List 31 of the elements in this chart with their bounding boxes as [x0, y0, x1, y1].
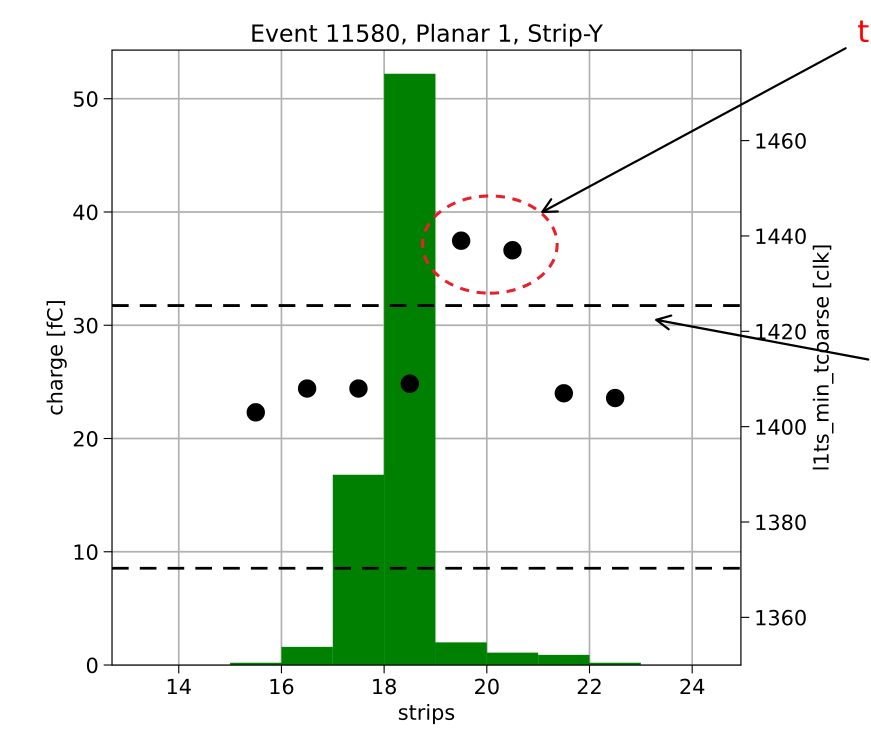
y-axis-title: charge [fC] — [46, 301, 67, 415]
chart-title: Event 11580, Planar 1, Strip-Y — [252, 24, 603, 47]
y-tick-label: 30 — [74, 318, 98, 334]
point — [554, 384, 574, 402]
x-tick-label: 22 — [578, 678, 601, 694]
point — [606, 388, 624, 408]
point — [246, 403, 265, 422]
y2-tick-label: 1460 — [756, 133, 806, 149]
y2-axis-title: l1ts_min_tcoarse [clk] — [812, 245, 834, 470]
x-tick-label: 24 — [680, 678, 704, 694]
y2-tick-label: 1400 — [756, 419, 806, 435]
y-tick-label: 10 — [74, 544, 98, 560]
text: t — [858, 20, 869, 42]
x-tick-label: 16 — [270, 678, 294, 694]
y-tick-label: 0 — [86, 657, 98, 674]
y-tick-label: 20 — [74, 430, 98, 447]
y2-tick-label: 1360 — [756, 610, 806, 626]
point — [298, 379, 316, 398]
point — [400, 374, 419, 393]
y2-tick-label: 1440 — [756, 228, 806, 244]
y-tick-label: 50 — [74, 91, 98, 107]
point — [349, 379, 368, 398]
y-tick-label: 40 — [73, 204, 98, 220]
point — [452, 232, 470, 250]
x-tick-label: 20 — [475, 678, 499, 694]
y2-tick-label: 1380 — [756, 514, 806, 530]
x-tick-label: 18 — [373, 678, 396, 694]
x-tick-label: 14 — [168, 678, 191, 694]
x-axis-title: strips — [398, 704, 454, 724]
point — [503, 241, 522, 260]
y2-tick-label: 1420 — [756, 324, 806, 340]
